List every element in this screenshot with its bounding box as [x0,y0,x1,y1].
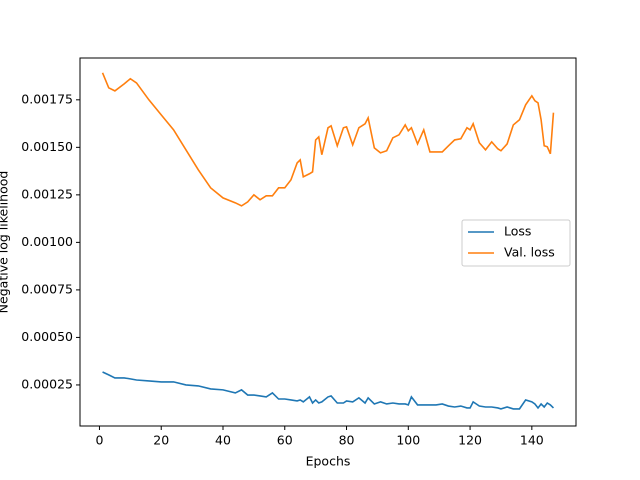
x-tick-label: 0 [95,433,103,448]
x-tick-label: 60 [277,433,293,448]
line-series [102,371,555,410]
y-axis-label: Negative log likelihood [0,171,11,314]
plot-frame [79,57,577,427]
legend-label: Val. loss [504,245,555,260]
x-tick-label: 40 [215,433,231,448]
y-tick-label: 0.00100 [21,234,73,249]
x-tick-label: 140 [520,433,544,448]
y-tick-label: 0.00150 [21,139,73,154]
legend-label: Loss [504,224,531,239]
x-axis-label: Epochs [306,454,351,469]
x-tick-label: 120 [458,433,482,448]
x-tick-label: 100 [396,433,420,448]
y-tick-label: 0.00050 [21,329,73,344]
x-tick-label: 80 [339,433,355,448]
y-tick-label: 0.00025 [21,376,73,391]
x-tick-label: 20 [153,433,169,448]
y-tick-label: 0.00125 [21,186,73,201]
y-tick-label: 0.00075 [21,281,73,296]
line-series [101,72,555,207]
y-tick-label: 0.00175 [21,91,73,106]
